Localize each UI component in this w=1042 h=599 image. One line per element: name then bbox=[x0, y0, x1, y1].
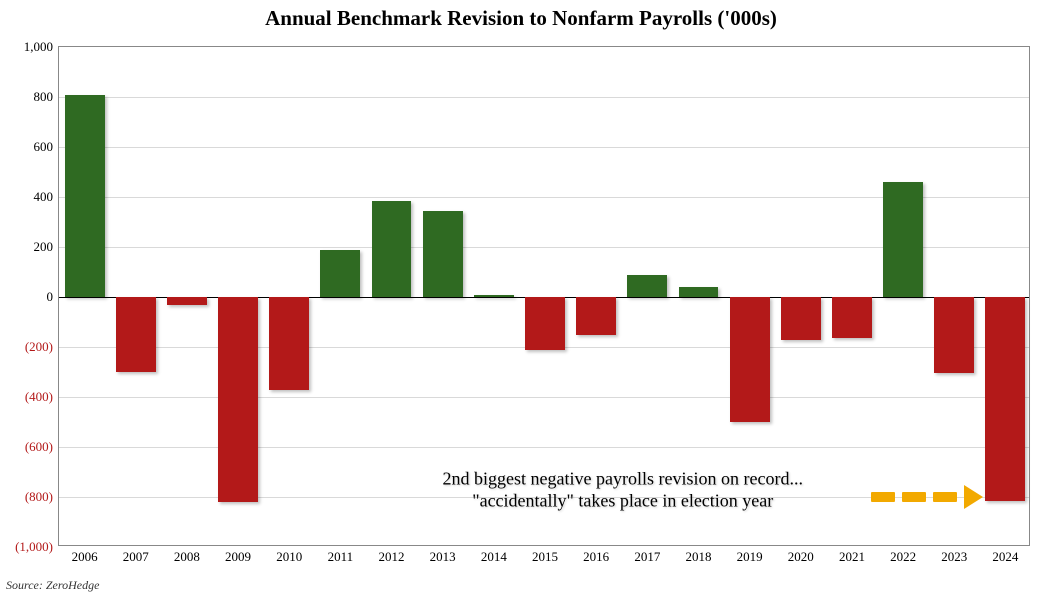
x-tick: 2018 bbox=[685, 549, 711, 565]
x-tick: 2007 bbox=[123, 549, 149, 565]
x-tick: 2010 bbox=[276, 549, 302, 565]
bar bbox=[65, 95, 105, 298]
bar bbox=[218, 297, 258, 502]
y-tick: 1,000 bbox=[24, 39, 53, 55]
x-tick: 2021 bbox=[839, 549, 865, 565]
arrow-dash bbox=[933, 492, 957, 502]
bar bbox=[269, 297, 309, 390]
chart-title: Annual Benchmark Revision to Nonfarm Pay… bbox=[0, 6, 1042, 31]
gridline bbox=[59, 97, 1029, 98]
annotation-line-1: 2nd biggest negative payrolls revision o… bbox=[443, 467, 803, 490]
bar bbox=[832, 297, 872, 338]
x-tick: 2011 bbox=[328, 549, 354, 565]
annotation-line-2: "accidentally" takes place in election y… bbox=[443, 490, 803, 513]
chart-title-text: Annual Benchmark Revision to Nonfarm Pay… bbox=[265, 6, 777, 30]
plot-area: (1,000)(800)(600)(400)(200)0200400600800… bbox=[58, 46, 1030, 546]
chart-container: Annual Benchmark Revision to Nonfarm Pay… bbox=[0, 0, 1042, 599]
x-tick: 2014 bbox=[481, 549, 507, 565]
gridline bbox=[59, 447, 1029, 448]
y-tick: (400) bbox=[25, 389, 53, 405]
arrow-head-icon bbox=[964, 485, 983, 509]
bar bbox=[474, 295, 514, 298]
bar bbox=[423, 211, 463, 297]
gridline bbox=[59, 147, 1029, 148]
x-tick: 2015 bbox=[532, 549, 558, 565]
arrow-dash bbox=[871, 492, 895, 502]
x-tick: 2019 bbox=[737, 549, 763, 565]
gridline bbox=[59, 397, 1029, 398]
y-tick: (800) bbox=[25, 489, 53, 505]
bar bbox=[525, 297, 565, 350]
source-label: Source: ZeroHedge bbox=[6, 578, 99, 593]
x-tick: 2017 bbox=[634, 549, 660, 565]
arrow bbox=[871, 485, 983, 509]
x-tick: 2012 bbox=[379, 549, 405, 565]
bar bbox=[116, 297, 156, 372]
bar bbox=[576, 297, 616, 335]
arrow-dash bbox=[902, 492, 926, 502]
bar bbox=[320, 250, 360, 298]
bar bbox=[985, 297, 1025, 501]
y-tick: 200 bbox=[34, 239, 54, 255]
x-tick: 2016 bbox=[583, 549, 609, 565]
x-tick: 2013 bbox=[430, 549, 456, 565]
bar bbox=[679, 287, 719, 297]
bar bbox=[627, 275, 667, 298]
x-tick: 2024 bbox=[992, 549, 1018, 565]
x-tick: 2023 bbox=[941, 549, 967, 565]
x-tick: 2022 bbox=[890, 549, 916, 565]
y-tick: 400 bbox=[34, 189, 54, 205]
annotation: 2nd biggest negative payrolls revision o… bbox=[443, 467, 803, 512]
y-tick: 600 bbox=[34, 139, 54, 155]
y-tick: (600) bbox=[25, 439, 53, 455]
y-tick: (200) bbox=[25, 339, 53, 355]
y-tick: 800 bbox=[34, 89, 54, 105]
x-tick: 2006 bbox=[72, 549, 98, 565]
bar bbox=[781, 297, 821, 340]
bar bbox=[883, 182, 923, 297]
x-tick: 2009 bbox=[225, 549, 251, 565]
bar bbox=[934, 297, 974, 373]
bar bbox=[730, 297, 770, 422]
x-tick: 2008 bbox=[174, 549, 200, 565]
bar bbox=[167, 297, 207, 305]
y-tick: 0 bbox=[47, 289, 54, 305]
bar bbox=[372, 201, 412, 297]
x-tick: 2020 bbox=[788, 549, 814, 565]
y-tick: (1,000) bbox=[15, 539, 53, 555]
